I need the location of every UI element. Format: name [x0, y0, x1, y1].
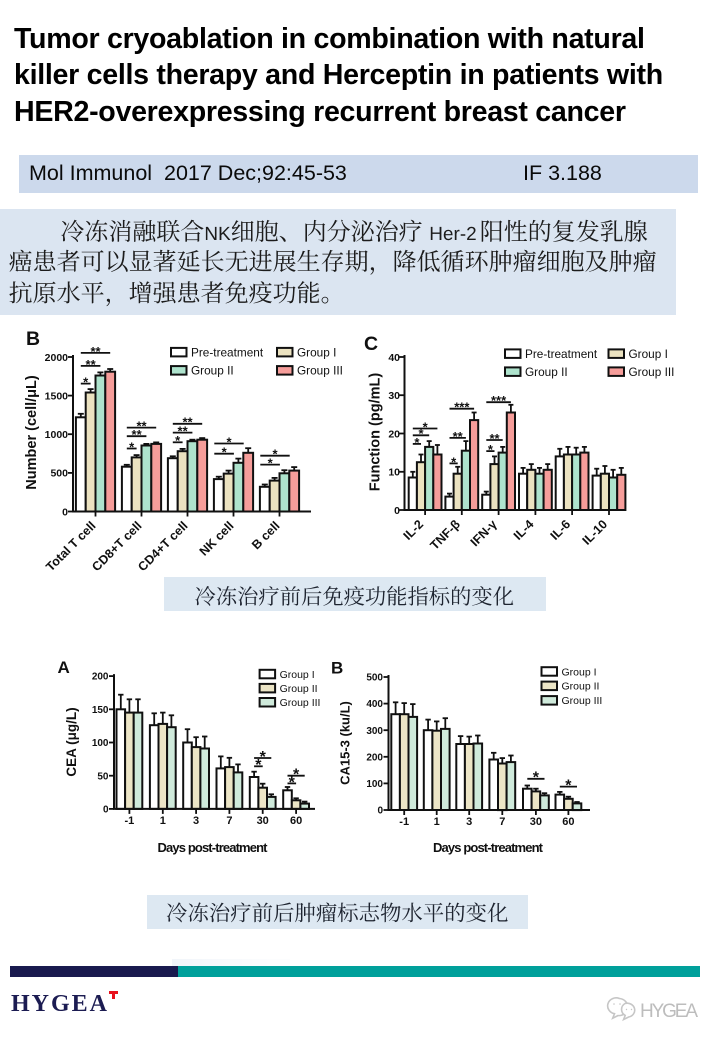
svg-text:CA15-3 (ku/L): CA15-3 (ku/L) [338, 701, 353, 785]
svg-text:HYGEA: HYGEA [640, 1001, 698, 1022]
svg-text:1000: 1000 [45, 429, 69, 441]
svg-text:Group II: Group II [562, 681, 600, 693]
svg-text:*: * [423, 419, 429, 434]
svg-text:Group I: Group I [280, 669, 315, 681]
svg-text:50: 50 [97, 771, 109, 782]
svg-text:Pre-treatment: Pre-treatment [191, 345, 264, 359]
svg-text:**: ** [86, 357, 97, 372]
svg-text:**: ** [132, 427, 143, 442]
svg-text:150: 150 [92, 705, 109, 716]
svg-text:7: 7 [499, 816, 505, 828]
svg-text:-1: -1 [125, 815, 135, 827]
svg-text:*: * [260, 749, 267, 766]
svg-text:CD4+T cell: CD4+T cell [135, 519, 190, 574]
svg-text:20: 20 [388, 428, 400, 440]
svg-text:Days post-treatment: Days post-treatment [158, 840, 269, 855]
svg-text:200: 200 [92, 672, 109, 683]
svg-text:*: * [255, 757, 262, 774]
svg-text:Pre-treatment: Pre-treatment [525, 347, 598, 361]
svg-text:400: 400 [366, 699, 383, 710]
svg-text:*: * [83, 375, 89, 390]
svg-text:1: 1 [434, 816, 440, 828]
svg-text:3: 3 [466, 816, 472, 828]
svg-text:**: ** [182, 415, 193, 430]
svg-text:500: 500 [366, 673, 383, 684]
svg-text:*: * [226, 434, 232, 449]
svg-text:Group III: Group III [280, 697, 321, 709]
svg-text:2000: 2000 [45, 352, 69, 364]
svg-text:30: 30 [388, 390, 400, 402]
svg-text:Group I: Group I [562, 666, 597, 678]
svg-text:60: 60 [562, 816, 574, 828]
svg-text:*: * [565, 778, 572, 795]
svg-text:0: 0 [377, 806, 383, 817]
svg-text:100: 100 [366, 779, 383, 790]
svg-text:**: ** [178, 424, 189, 439]
svg-text:*: * [289, 774, 296, 791]
svg-text:1: 1 [160, 815, 166, 827]
svg-text:0: 0 [394, 505, 400, 517]
svg-text:500: 500 [50, 468, 68, 480]
svg-text:Group I: Group I [297, 345, 336, 359]
svg-text:30: 30 [257, 815, 269, 827]
svg-text:*: * [268, 456, 274, 471]
svg-text:-1: -1 [399, 816, 409, 828]
svg-text:IFN-γ: IFN-γ [468, 517, 500, 549]
svg-text:100: 100 [92, 738, 109, 749]
svg-text:30: 30 [530, 816, 542, 828]
svg-text:1500: 1500 [45, 390, 69, 402]
svg-text:NK cell: NK cell [197, 519, 237, 559]
svg-text:Group III: Group III [629, 365, 675, 379]
svg-text:7: 7 [226, 815, 232, 827]
svg-text:Group II: Group II [191, 364, 234, 378]
svg-text:3: 3 [193, 815, 199, 827]
svg-text:IL-4: IL-4 [511, 517, 537, 543]
svg-text:Number (cell/μL): Number (cell/μL) [24, 375, 40, 490]
svg-text:B cell: B cell [249, 519, 282, 552]
svg-text:*: * [222, 445, 228, 460]
svg-text:*: * [533, 770, 540, 787]
svg-text:40: 40 [388, 352, 400, 364]
svg-text:IL-6: IL-6 [548, 517, 574, 543]
svg-text:C: C [364, 333, 378, 355]
svg-text:***: *** [491, 393, 507, 408]
svg-text:**: ** [489, 431, 500, 446]
svg-text:CEA (μg/L): CEA (μg/L) [64, 707, 79, 776]
svg-text:10: 10 [388, 467, 400, 479]
svg-text:*: * [272, 447, 278, 462]
svg-text:Group I: Group I [629, 347, 668, 361]
svg-text:**: ** [90, 344, 101, 359]
svg-text:**: ** [453, 429, 464, 444]
svg-text:Function (pg/mL): Function (pg/mL) [368, 373, 384, 492]
svg-text:60: 60 [290, 815, 302, 827]
svg-text:IL-2: IL-2 [401, 517, 427, 543]
svg-text:TNF-β: TNF-β [427, 517, 463, 553]
svg-text:0: 0 [62, 506, 68, 518]
svg-text:IL-10: IL-10 [580, 517, 611, 548]
svg-text:*: * [129, 439, 135, 454]
svg-text:Group III: Group III [297, 364, 343, 378]
svg-text:Days post-treatment: Days post-treatment [433, 840, 544, 855]
svg-text:A: A [58, 658, 70, 677]
svg-text:Group II: Group II [280, 683, 318, 695]
svg-text:*: * [418, 426, 424, 441]
svg-text:*: * [451, 454, 457, 469]
svg-text:B: B [331, 659, 343, 678]
svg-text:*: * [488, 442, 494, 457]
svg-text:300: 300 [366, 726, 383, 737]
svg-text:0: 0 [103, 805, 109, 816]
svg-text:Group II: Group II [525, 365, 568, 379]
svg-text:**: ** [136, 419, 147, 434]
svg-text:*: * [414, 435, 420, 450]
svg-text:*: * [293, 767, 300, 784]
svg-text:B: B [26, 328, 40, 350]
svg-text:*: * [175, 433, 181, 448]
svg-text:200: 200 [366, 752, 383, 763]
svg-text:***: *** [454, 400, 470, 415]
svg-text:Group III: Group III [562, 695, 603, 707]
